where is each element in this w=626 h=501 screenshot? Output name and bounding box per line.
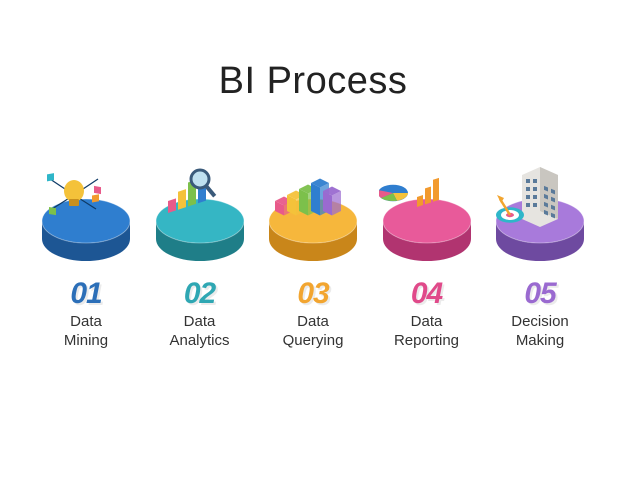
iso-cubes-icon <box>265 165 361 261</box>
step-05: 05Decision Making <box>486 175 594 351</box>
step-02: 02Data Analytics <box>146 175 254 351</box>
steps-row: 01Data Mining 02Data Analytics <box>32 175 594 351</box>
step-disc <box>38 175 134 271</box>
lightbulb-network-icon <box>38 165 134 261</box>
step-label: Data Analytics <box>169 313 229 351</box>
step-label: Data Querying <box>283 313 344 351</box>
step-label: Data Mining <box>64 313 108 351</box>
step-04: 04Data Reporting <box>373 175 481 351</box>
step-number: 02 <box>184 277 215 311</box>
step-disc <box>492 175 588 271</box>
building-target-icon <box>492 165 588 261</box>
step-number: 01 <box>70 277 101 311</box>
step-number: 05 <box>524 277 555 311</box>
step-disc <box>152 175 248 271</box>
step-label: Decision Making <box>511 313 569 351</box>
bars-magnifier-icon <box>152 165 248 261</box>
step-number: 03 <box>297 277 328 311</box>
pie-bars-icon <box>379 165 475 261</box>
page-title: BI Process <box>0 60 626 103</box>
step-label: Data Reporting <box>394 313 459 351</box>
step-disc <box>379 175 475 271</box>
step-01: 01Data Mining <box>32 175 140 351</box>
step-disc <box>265 175 361 271</box>
step-number: 04 <box>411 277 442 311</box>
step-03: 03Data Querying <box>259 175 367 351</box>
